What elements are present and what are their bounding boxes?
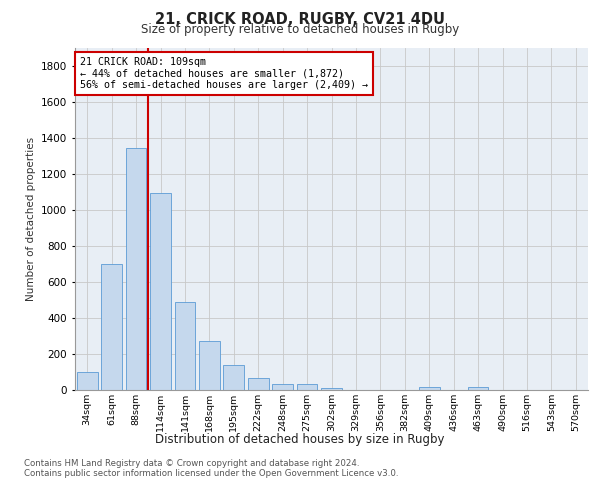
Text: Distribution of detached houses by size in Rugby: Distribution of detached houses by size … — [155, 432, 445, 446]
Bar — [321, 388, 342, 390]
Bar — [77, 372, 98, 390]
Text: Size of property relative to detached houses in Rugby: Size of property relative to detached ho… — [141, 22, 459, 36]
Y-axis label: Number of detached properties: Number of detached properties — [26, 136, 35, 301]
Bar — [125, 148, 146, 390]
Bar — [175, 302, 196, 390]
Text: Contains public sector information licensed under the Open Government Licence v3: Contains public sector information licen… — [24, 469, 398, 478]
Bar — [248, 378, 269, 390]
Bar — [272, 384, 293, 390]
Bar — [150, 192, 171, 390]
Bar — [199, 342, 220, 390]
Text: 21, CRICK ROAD, RUGBY, CV21 4DU: 21, CRICK ROAD, RUGBY, CV21 4DU — [155, 12, 445, 26]
Text: Contains HM Land Registry data © Crown copyright and database right 2024.: Contains HM Land Registry data © Crown c… — [24, 459, 359, 468]
Text: 21 CRICK ROAD: 109sqm
← 44% of detached houses are smaller (1,872)
56% of semi-d: 21 CRICK ROAD: 109sqm ← 44% of detached … — [80, 56, 368, 90]
Bar — [223, 366, 244, 390]
Bar — [101, 264, 122, 390]
Bar — [296, 384, 317, 390]
Bar — [467, 387, 488, 390]
Bar — [419, 388, 440, 390]
